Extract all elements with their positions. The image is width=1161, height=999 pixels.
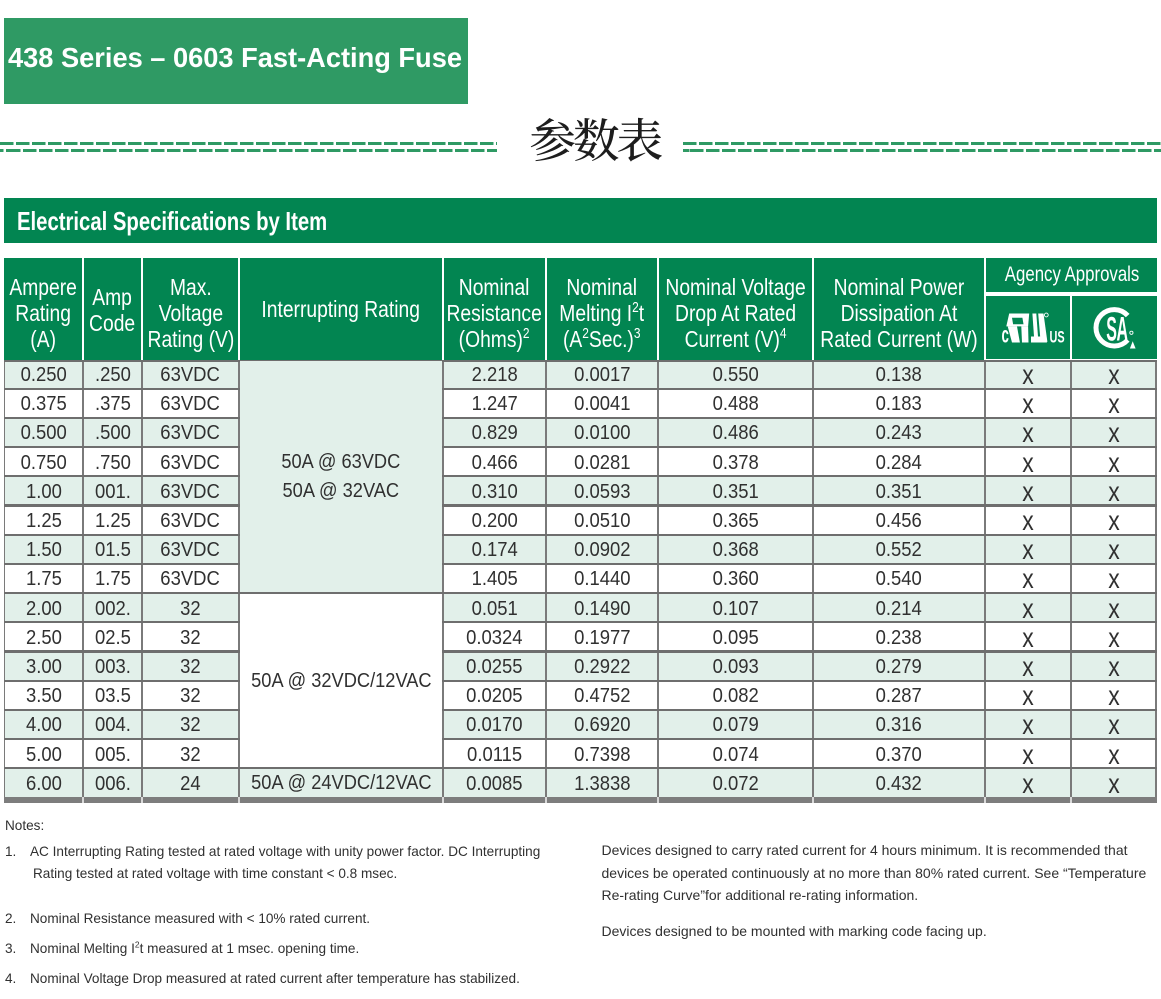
svg-text:US: US [1050, 328, 1065, 347]
svg-text:c: c [1002, 322, 1009, 348]
svg-text:SA: SA [1106, 310, 1128, 348]
